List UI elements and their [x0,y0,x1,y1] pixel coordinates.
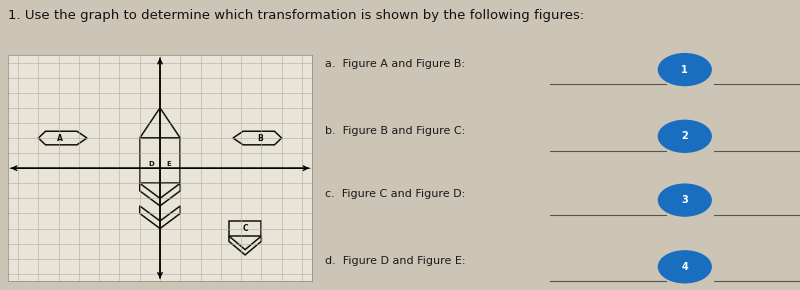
Text: 1. Use the graph to determine which transformation is shown by the following fig: 1. Use the graph to determine which tran… [8,9,584,22]
Text: 3: 3 [682,195,688,205]
Text: A: A [57,133,62,143]
Text: d.  Figure D and Figure E:: d. Figure D and Figure E: [325,256,466,266]
Circle shape [658,251,711,283]
Circle shape [658,120,711,152]
Text: b.  Figure B and Figure C:: b. Figure B and Figure C: [325,126,465,135]
Text: 4: 4 [682,262,688,272]
Text: a.  Figure A and Figure B:: a. Figure A and Figure B: [325,59,465,69]
Text: 2: 2 [682,131,688,141]
Circle shape [658,184,711,216]
Text: E: E [166,161,171,167]
Circle shape [658,54,711,86]
Text: 1: 1 [682,65,688,75]
Text: c.  Figure C and Figure D:: c. Figure C and Figure D: [325,189,465,199]
Text: B: B [258,133,263,143]
Text: D: D [148,161,154,167]
Text: C: C [242,224,248,233]
